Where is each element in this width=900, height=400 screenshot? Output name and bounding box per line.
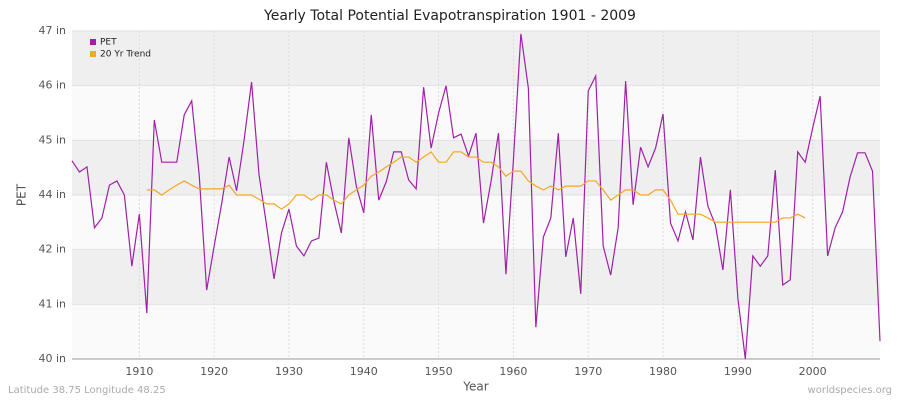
y-tick-label: 42 in — [38, 243, 66, 256]
x-tick-label: 1970 — [574, 365, 602, 378]
grid-band — [72, 31, 880, 86]
x-tick-label: 1950 — [425, 365, 453, 378]
footer-left: Latitude 38.75 Longitude 48.25 — [8, 385, 166, 396]
legend-swatch — [90, 39, 96, 45]
y-tick-label: 40 in — [38, 352, 66, 365]
legend-label: PET — [100, 38, 117, 48]
series-line — [71, 33, 881, 360]
x-tick-label: 1980 — [649, 365, 677, 378]
x-tick-label: 2000 — [799, 365, 827, 378]
x-tick-label: 1990 — [724, 365, 752, 378]
chart-title: Yearly Total Potential Evapotranspiratio… — [263, 8, 636, 24]
legend-label: 20 Yr Trend — [100, 50, 151, 60]
y-tick-label: 46 in — [38, 79, 66, 92]
footer-right: worldspecies.org — [808, 385, 892, 396]
y-tick-label: 44 in — [38, 188, 66, 201]
grid-band — [72, 140, 880, 195]
series-line — [146, 151, 806, 223]
x-tick-label: 1940 — [350, 365, 378, 378]
x-tick-label: 1930 — [275, 365, 303, 378]
x-tick-label: 1920 — [200, 365, 228, 378]
x-tick-label: 1960 — [499, 365, 527, 378]
y-tick-label: 45 in — [38, 133, 66, 146]
y-tick-label: 47 in — [38, 24, 66, 37]
y-tick-label: 41 in — [38, 297, 66, 310]
legend-swatch — [90, 51, 96, 57]
x-axis-label: Year — [462, 380, 488, 394]
y-axis-label: PET — [15, 183, 29, 206]
grid-band — [72, 249, 880, 305]
x-tick-label: 1910 — [125, 365, 153, 378]
